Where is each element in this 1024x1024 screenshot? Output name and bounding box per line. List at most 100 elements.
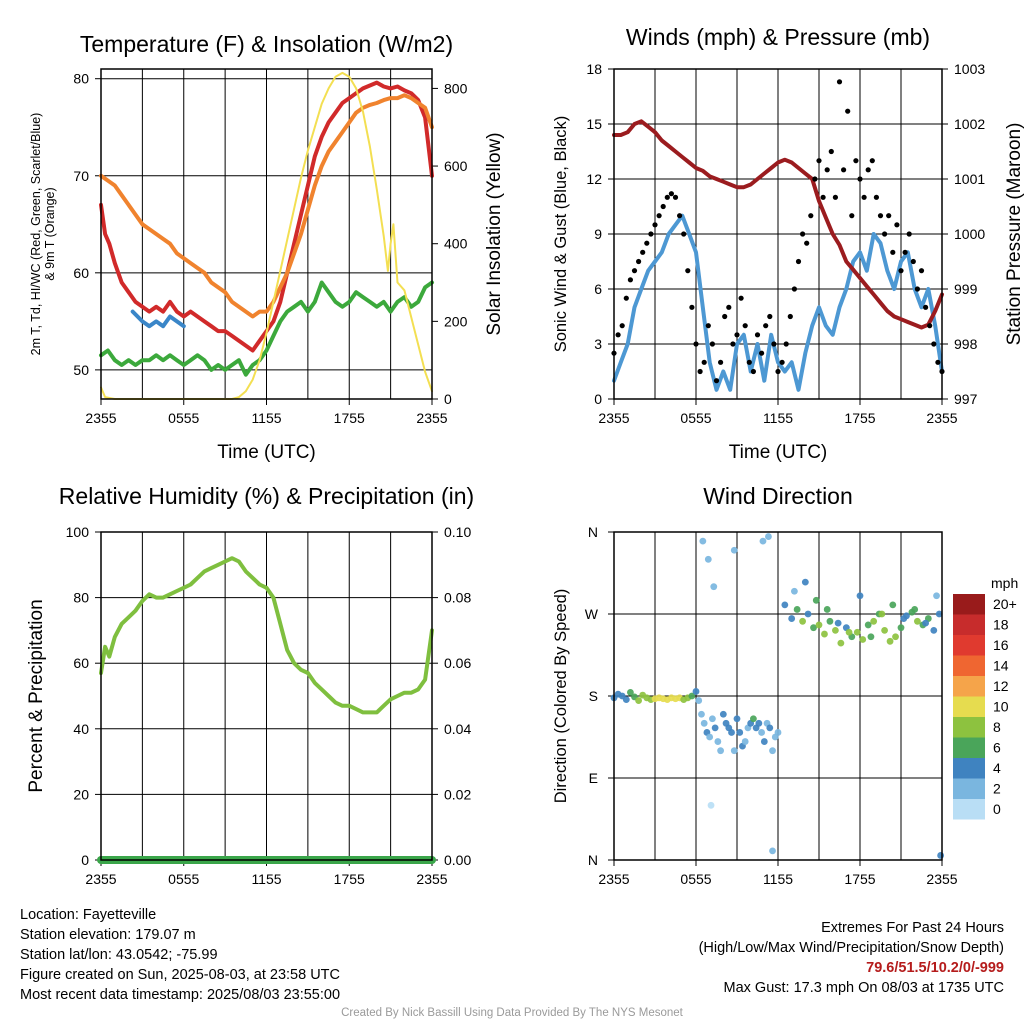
x-tick-label: 1155 — [763, 410, 793, 426]
direction-point — [867, 633, 875, 641]
chart-title: Wind Direction — [703, 483, 853, 509]
speed-legend: mph 20+ 18 16 14 12 10 8 6 4 2 0 — [953, 575, 1018, 820]
y-tick-label: 3 — [594, 336, 602, 352]
direction-point — [692, 688, 700, 695]
gust-point — [656, 213, 662, 219]
direction-point — [864, 621, 872, 629]
gust-point — [804, 240, 810, 246]
direction-point — [856, 592, 864, 600]
plot-frame — [613, 531, 943, 861]
gust-point — [898, 268, 904, 274]
gust-point — [836, 79, 843, 85]
x-tick-label: 2355 — [926, 871, 957, 887]
direction-point — [736, 729, 744, 736]
x-tick-label: 1155 — [251, 410, 281, 426]
direction-point — [688, 692, 696, 700]
y-axis-label: Percent & Precipitation — [26, 599, 47, 792]
y-right-tick-label: 200 — [444, 313, 468, 329]
direction-point — [937, 852, 945, 859]
plot-frame — [100, 68, 433, 400]
series-line-solar-insolation — [100, 71, 433, 400]
direction-point — [837, 639, 845, 647]
gust-point — [685, 268, 691, 274]
direction-point — [769, 747, 776, 755]
direction-point — [781, 601, 789, 609]
y-right-tick-label: 0.00 — [444, 852, 471, 868]
gust-point — [718, 359, 724, 365]
y-right-tick-label: 0.02 — [444, 786, 471, 802]
y-tick-label: 9 — [594, 226, 602, 242]
direction-point — [892, 633, 899, 641]
y-axis-label-text: Sonic Wind & Gust (Blue, Black) — [552, 116, 570, 353]
y-right-axis-label-text: Station Pressure (Maroon) — [1004, 123, 1024, 346]
series-line-2m-t — [99, 80, 434, 353]
direction-point — [711, 724, 719, 732]
gust-point — [746, 359, 752, 365]
gust-point — [730, 341, 736, 347]
chart-title: Temperature (F) & Insolation (W/m2) — [80, 31, 453, 57]
y-right-axis-label: Solar Insolation (Yellow) — [484, 132, 505, 335]
gust-point — [918, 268, 925, 274]
y-right-tick-label: 800 — [444, 80, 468, 96]
y-right-tick-label: 1001 — [954, 171, 985, 187]
gust-point — [890, 249, 896, 255]
direction-point — [710, 583, 718, 591]
direction-point — [881, 627, 888, 634]
y-tick-label: 20 — [73, 786, 89, 802]
legend-swatch — [953, 655, 985, 676]
gust-point — [615, 332, 621, 338]
gust-point — [705, 323, 711, 329]
y-right-axis-label-text: Solar Insolation (Yellow) — [484, 132, 505, 335]
direction-point — [760, 738, 768, 745]
x-axis-label: Time (UTC) — [217, 442, 316, 463]
gust-point — [652, 222, 658, 228]
direction-point — [821, 630, 828, 638]
gust-point — [623, 295, 629, 301]
direction-point — [930, 627, 938, 634]
direction-point — [832, 627, 839, 634]
y-tick-label: 0 — [594, 391, 602, 407]
y-right-tick-label: 1000 — [954, 226, 985, 242]
chart-title: Relative Humidity (%) & Precipitation (i… — [59, 483, 474, 509]
direction-point — [750, 715, 757, 723]
y-tick-label: 6 — [594, 281, 602, 297]
y-right-tick-label: 0.04 — [444, 721, 471, 737]
gust-point — [910, 258, 916, 265]
legend-label: 16 — [993, 637, 1009, 653]
gust-point — [619, 323, 625, 329]
legend-swatch — [953, 614, 985, 635]
gust-point — [914, 286, 921, 292]
y-tick-label: 60 — [73, 655, 89, 671]
x-tick-label: 1755 — [334, 410, 365, 426]
x-tick-label: 1755 — [334, 871, 365, 887]
direction-point — [801, 578, 809, 586]
y-right-tick-label: 998 — [954, 336, 978, 352]
x-tick-label: 1155 — [251, 871, 281, 887]
direction-point — [627, 688, 634, 696]
gust-point — [775, 368, 781, 375]
gust-point — [631, 268, 638, 274]
legend-label: 14 — [993, 658, 1009, 674]
legend-label: 6 — [993, 740, 1001, 756]
chart-title: Winds (mph) & Pressure (mb) — [626, 24, 930, 50]
direction-point — [886, 637, 894, 645]
direction-point — [812, 596, 820, 604]
direction-point — [804, 610, 812, 618]
y-axis-label-line: 2m T, Td, HI/WC (Red, Green, Scarlet/Blu… — [29, 113, 43, 356]
x-tick-label: 0555 — [168, 410, 199, 426]
credit-line: Created By Nick Bassill Using Data Provi… — [341, 1007, 683, 1019]
gust-point — [738, 295, 744, 301]
gust-point — [722, 313, 728, 320]
legend-swatch — [953, 635, 985, 656]
gust-point — [713, 378, 720, 384]
gust-point — [681, 231, 687, 237]
direction-point — [922, 619, 929, 627]
direction-point — [728, 729, 735, 736]
legend-label: 2 — [993, 781, 1001, 797]
gust-point — [886, 213, 892, 219]
series-line-station-pressure — [612, 119, 944, 330]
direction-point — [834, 619, 842, 627]
direction-point — [810, 624, 817, 632]
y-tick-label: 18 — [586, 61, 602, 77]
